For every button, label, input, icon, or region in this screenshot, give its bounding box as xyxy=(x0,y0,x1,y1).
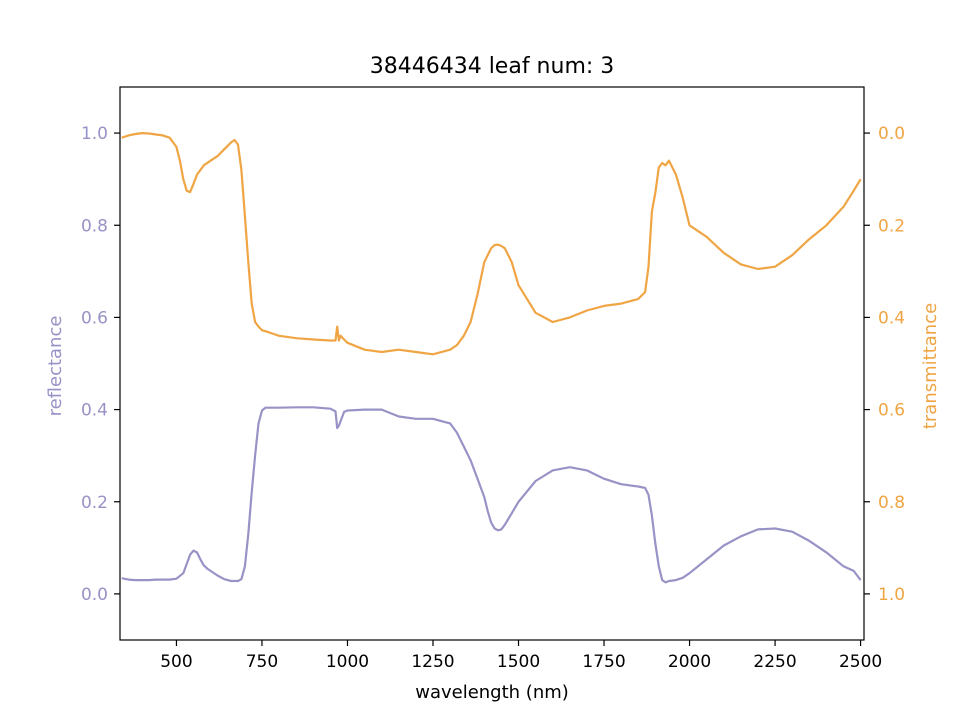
chart-title: 38446434 leaf num: 3 xyxy=(370,54,615,79)
plot-frame xyxy=(119,86,865,641)
left-y-tick-label: 0.4 xyxy=(81,401,108,421)
x-axis-ticks: 500 750 1000 1250 1500 1750 2000 2250 2500 xyxy=(160,640,882,672)
right-y-axis-ticks: 0.0 0.2 0.4 0.6 0.8 1.0 xyxy=(864,124,905,605)
left-y-axis-ticks: 0.0 0.2 0.4 0.6 0.8 1.0 xyxy=(81,124,120,605)
x-tick-label: 1500 xyxy=(497,652,540,672)
left-y-tick-label: 0.2 xyxy=(81,493,108,513)
x-tick-label: 750 xyxy=(246,652,278,672)
x-tick-label: 1000 xyxy=(326,652,369,672)
x-tick-label: 500 xyxy=(160,652,192,672)
right-y-tick-label: 0.4 xyxy=(878,308,905,328)
left-y-axis-label: reflectance xyxy=(45,316,66,417)
left-y-tick-label: 0.6 xyxy=(81,308,108,328)
x-tick-label: 2500 xyxy=(839,652,882,672)
right-y-axis-label: transmittance xyxy=(920,303,941,429)
right-y-tick-label: 0.8 xyxy=(878,493,905,513)
series-layer xyxy=(121,132,862,584)
x-tick-label: 2000 xyxy=(668,652,711,672)
x-tick-label: 1250 xyxy=(411,652,454,672)
left-y-tick-label: 0.8 xyxy=(81,216,108,236)
reflectance-series-line xyxy=(121,406,862,584)
right-y-tick-label: 0.0 xyxy=(878,124,905,144)
left-y-tick-label: 0.0 xyxy=(81,585,108,605)
x-tick-label: 2250 xyxy=(753,652,796,672)
right-y-tick-label: 0.6 xyxy=(878,401,905,421)
left-y-tick-label: 1.0 xyxy=(81,124,108,144)
right-y-tick-label: 1.0 xyxy=(878,585,905,605)
x-tick-label: 1750 xyxy=(582,652,625,672)
transmittance-series-line xyxy=(121,132,862,356)
x-axis-label: wavelength (nm) xyxy=(415,682,569,703)
right-y-tick-label: 0.2 xyxy=(878,216,905,236)
